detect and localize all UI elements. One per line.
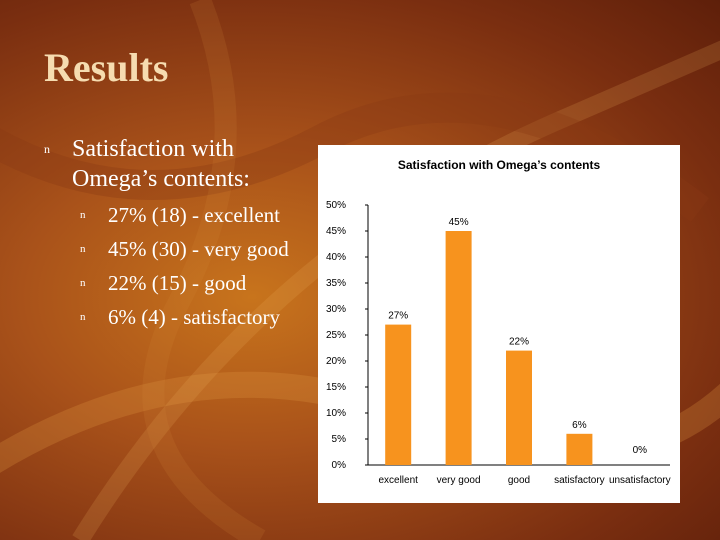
slide-title: Results (44, 45, 169, 90)
sub-bullet: n 6% (4) - satisfactory (80, 300, 324, 334)
y-tick-label: 15% (326, 382, 346, 393)
sub-bullet-text: 22% (15) - good (108, 271, 247, 295)
sub-bullet-list: n 27% (18) - excellent n 45% (30) - very g… (80, 198, 324, 334)
y-tick-label: 10% (326, 408, 346, 419)
y-tick-label: 50% (326, 200, 346, 211)
main-bullet: n Satisfaction with Omega’s contents: (44, 134, 324, 194)
y-tick-label: 45% (326, 226, 346, 237)
bar (445, 231, 472, 465)
y-tick-label: 0% (332, 460, 347, 471)
chart-title: Satisfaction with Omega’s contents (398, 158, 601, 172)
category-label: very good (437, 475, 481, 486)
bar (385, 324, 412, 465)
category-label: satisfactory (554, 475, 605, 486)
sub-bullet-text: 45% (30) - very good (108, 237, 289, 261)
data-label: 45% (449, 217, 469, 228)
sub-bullet: n 27% (18) - excellent (80, 198, 324, 232)
bullet-marker-icon: n (80, 243, 86, 255)
main-bullet-text: Satisfaction with Omega’s contents: (72, 136, 250, 192)
bullet-marker-icon: n (80, 311, 86, 323)
category-label: excellent (378, 475, 418, 486)
plot-area: 0% 5% 10% 15% 20% 25% 30% 35% 40% 45% 50% 27% excell… (326, 200, 671, 486)
bar (506, 350, 532, 465)
sub-bullet: n 45% (30) - very good (80, 232, 324, 266)
category-label: good (508, 475, 530, 486)
y-tick-label: 20% (326, 356, 346, 367)
bar (566, 433, 593, 465)
data-label: 27% (388, 311, 408, 322)
y-tick-label: 30% (326, 304, 346, 315)
chart-canvas: Satisfaction with Omega’s contents 0% 5% 1… (326, 158, 671, 486)
sub-bullet: n 22% (15) - good (80, 266, 324, 300)
data-label: 0% (633, 445, 648, 456)
bullet-marker-icon: n (80, 209, 86, 221)
data-label: 22% (509, 337, 529, 348)
bullet-marker-icon: n (44, 142, 50, 156)
satisfaction-chart: Satisfaction with Omega’s contents 0% 5% 1… (318, 145, 680, 503)
bullet-marker-icon: n (80, 277, 86, 289)
y-tick-label: 40% (326, 252, 346, 263)
y-tick-label: 35% (326, 278, 346, 289)
sub-bullet-text: 6% (4) - satisfactory (108, 305, 281, 329)
bullet-list: n Satisfaction with Omega’s contents: n 2… (44, 134, 324, 334)
data-label: 6% (572, 420, 587, 431)
category-label: unsatisfactory (609, 475, 671, 486)
sub-bullet-text: 27% (18) - excellent (108, 203, 281, 227)
y-tick-label: 25% (326, 330, 346, 341)
y-tick-label: 5% (332, 434, 347, 445)
